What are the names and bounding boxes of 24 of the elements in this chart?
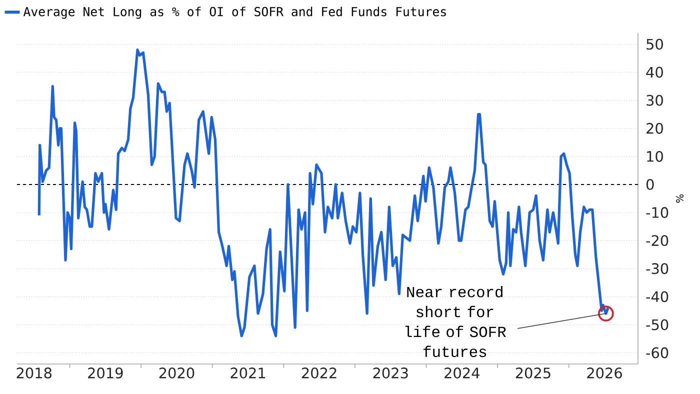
y-tick-label: 50 (646, 38, 663, 50)
annotation: Near record short for life of SOFR futures (405, 286, 506, 358)
y-tick-label: -10 (646, 207, 668, 218)
x-tick-label: 2020 (159, 368, 194, 378)
x-tick-label: 2019 (88, 368, 123, 378)
y-tick-label: -60 (646, 347, 668, 358)
y-tick-label: 0 (646, 179, 654, 190)
x-tick-label: 2018 (16, 368, 52, 378)
x-tick-label: 2026 (587, 368, 622, 378)
x-tick-label: 2021 (230, 368, 266, 378)
y-tick-label: 40 (646, 66, 663, 78)
x-tick-label: 2023 (373, 368, 408, 378)
y-tick-label: 30 (646, 94, 663, 106)
y-tick-label: -40 (646, 291, 668, 302)
y-tick-label: -30 (646, 263, 668, 274)
legend-label: Average Net Long as % of OI of SOFR and Fed Funds Futures (23, 6, 446, 19)
x-tick-label: 2024 (444, 368, 480, 378)
y-tick-label: -50 (646, 319, 668, 330)
y-axis-title: % (676, 194, 684, 203)
x-tick-label: 2025 (516, 368, 550, 378)
y-tick-label: -20 (646, 235, 668, 246)
y-tick-label: 20 (646, 122, 663, 134)
x-tick-label: 2022 (302, 368, 336, 378)
y-tick-label: 10 (647, 150, 663, 162)
